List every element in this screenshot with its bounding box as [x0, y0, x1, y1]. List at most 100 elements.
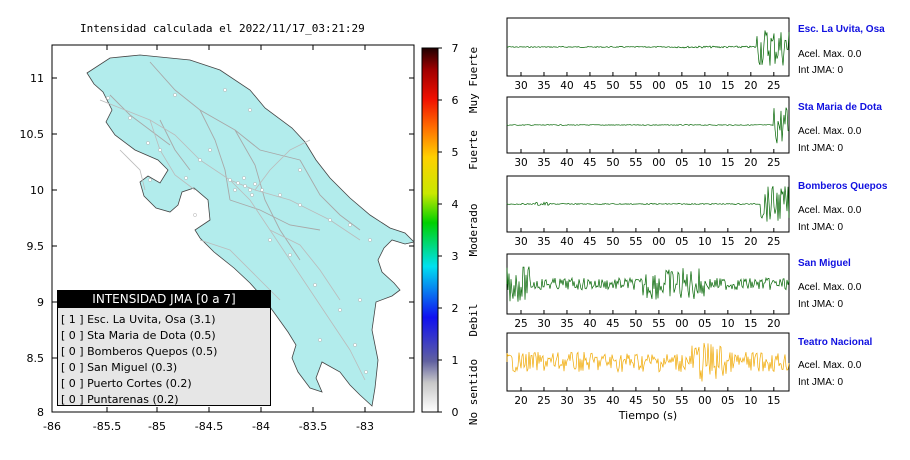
acel-max: Acel. Max. 0.0	[798, 49, 862, 60]
seismogram-trace	[506, 30, 790, 66]
y-tick-label: 8.5	[27, 352, 45, 365]
province-border	[299, 159, 361, 231]
colorbar-tick-label: 4	[452, 198, 459, 211]
station-name: Bomberos Quepos	[798, 181, 888, 192]
x-tick-label: 10	[721, 318, 734, 330]
city-dot	[358, 298, 362, 302]
city-dot	[318, 338, 322, 342]
city-dot	[236, 181, 240, 185]
colorbar-gradient	[421, 47, 439, 413]
city-dot	[148, 178, 152, 182]
map-title: Intensidad calculada el 2022/11/17_03:21…	[80, 22, 365, 35]
x-tick-label: 05	[675, 236, 688, 248]
legend-item: [ 0 ] Sta Maria de Dota (0.5)	[61, 329, 216, 342]
city-dot	[173, 93, 177, 97]
x-tick-label: 10	[698, 157, 711, 169]
province-border	[109, 94, 171, 146]
legend-item: [ 0 ] Puerto Cortes (0.2)	[61, 377, 192, 390]
x-tick-label: 45	[629, 395, 642, 407]
colorbar-category-label: Debil	[467, 303, 480, 336]
city-dot	[106, 96, 110, 100]
city-dot	[248, 188, 252, 192]
x-tick-label: 55	[675, 395, 688, 407]
road	[254, 139, 311, 191]
x-tick-label: -86	[43, 420, 61, 433]
x-tick-label: 25	[767, 236, 780, 248]
x-tick-label: 10	[698, 236, 711, 248]
y-tick-label: 10	[30, 184, 44, 197]
colorbar-tick-label: 7	[452, 42, 459, 55]
x-tick-label: 25	[514, 318, 527, 330]
x-tick-label: 40	[583, 318, 596, 330]
x-tick-label: 25	[537, 395, 550, 407]
city-dot	[353, 343, 357, 347]
x-tick-label: 55	[629, 157, 642, 169]
x-tick-label: 05	[675, 157, 688, 169]
province-border	[234, 129, 301, 261]
city-dot	[250, 193, 254, 197]
city-dot	[158, 148, 162, 152]
x-tick-label: 05	[698, 318, 711, 330]
x-tick-label: -83	[356, 420, 374, 433]
x-tick-label: 15	[744, 318, 757, 330]
y-tick-label: 9.5	[27, 240, 45, 253]
province-border	[199, 109, 231, 201]
province-border	[229, 199, 321, 231]
legend-title: INTENSIDAD JMA [0 a 7]	[57, 290, 271, 308]
x-tick-label: 15	[721, 157, 734, 169]
x-tick-label: 35	[583, 395, 596, 407]
colorbar-category-label: No sentido	[467, 359, 480, 425]
city-dot	[198, 158, 202, 162]
x-tick-label: 25	[767, 157, 780, 169]
station-name: Sta Maria de Dota	[798, 102, 882, 113]
x-tick-label: 15	[767, 395, 780, 407]
city-dot	[243, 184, 247, 188]
city-dot	[193, 213, 197, 217]
colorbar-category-label: Fuerte	[467, 130, 480, 170]
city-dot	[348, 223, 352, 227]
int-jma: Int JMA: 0	[798, 299, 844, 310]
x-tick-label: 00	[675, 318, 688, 330]
x-tick-label: 45	[606, 318, 619, 330]
colorbar-category-label: Moderado	[467, 204, 480, 257]
city-dot	[233, 188, 237, 192]
seismogram-panels: 30 35 40 45 50 55 00 05 10 15 20 25 30 35 40 45 50 55 00 05…	[506, 17, 790, 422]
road	[119, 149, 146, 191]
x-tick-label: -84	[252, 420, 270, 433]
acel-max: Acel. Max. 0.0	[798, 126, 862, 137]
city-dot	[368, 238, 372, 242]
legend-item: [ 1 ] Esc. La Uvita, Osa (3.1)	[61, 313, 216, 326]
city-dot	[268, 238, 272, 242]
x-tick-label: 40	[606, 395, 619, 407]
x-tick-label: 00	[698, 395, 711, 407]
x-tick-label: 50	[606, 80, 619, 92]
x-tick-label: 55	[652, 318, 665, 330]
x-tick-label: 45	[583, 236, 596, 248]
x-tick-label: 15	[721, 236, 734, 248]
x-axis-label: Tiempo (s)	[618, 409, 677, 422]
city-dot	[278, 193, 282, 197]
x-tick-label: 20	[744, 157, 757, 169]
x-tick-label: -83.5	[299, 420, 327, 433]
int-jma: Int JMA: 0	[798, 143, 844, 154]
city-dot	[298, 168, 302, 172]
city-dot	[338, 308, 342, 312]
x-tick-label: 30	[514, 236, 527, 248]
seismogram-trace	[506, 186, 790, 222]
x-tick-label: 00	[652, 157, 665, 169]
acel-max: Acel. Max. 0.0	[798, 282, 862, 293]
y-tick-label: 9	[37, 296, 44, 309]
city-dot	[128, 116, 132, 120]
x-tick-label: 10	[698, 80, 711, 92]
city-dot	[208, 148, 212, 152]
x-tick-label: 10	[744, 395, 757, 407]
x-tick-label: 05	[675, 80, 688, 92]
x-tick-label: 30	[514, 80, 527, 92]
x-tick-label: 50	[606, 157, 619, 169]
station-name: Teatro Nacional	[798, 337, 873, 348]
city-dot	[146, 141, 150, 145]
int-jma: Int JMA: 0	[798, 377, 844, 388]
city-dot	[298, 203, 302, 207]
station-name: Esc. La Uvita, Osa	[798, 24, 885, 35]
x-tick-label: 45	[583, 80, 596, 92]
